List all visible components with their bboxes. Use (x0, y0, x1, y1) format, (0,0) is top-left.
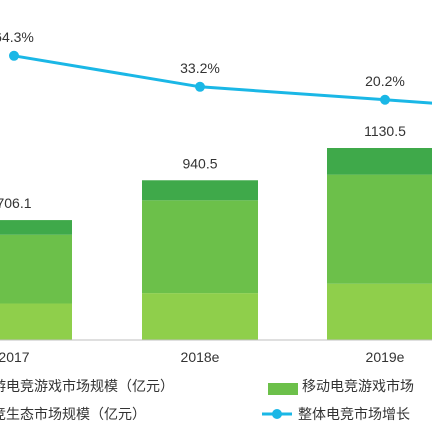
x-tick-label: 2019e (366, 349, 405, 365)
legend-label: 竞生态市场规模（亿元） (0, 406, 146, 423)
legend-marker (272, 409, 282, 419)
growth-point (195, 81, 205, 92)
bar-segment-2017-1 (0, 234, 72, 304)
legend-label: 移动电竞游戏市场 (302, 378, 414, 395)
legend-swatch (268, 383, 298, 395)
bar-segment-2017-2 (0, 220, 72, 235)
bar-total-label: 940.5 (182, 155, 217, 171)
x-tick-label: 2018e (181, 349, 220, 365)
bar-segment-2019e-0 (327, 283, 432, 340)
legend-label: 游电竞游戏市场规模（亿元） (0, 378, 174, 395)
growth-label: 64.3% (0, 29, 34, 45)
bar-segment-2019e-2 (327, 148, 432, 175)
bar-segment-2017-0 (0, 303, 72, 340)
growth-label: 33.2% (180, 60, 220, 76)
growth-point (9, 50, 19, 61)
bar-total-label: 1130.5 (364, 123, 406, 139)
legend-label: 整体电竞市场增长 (298, 406, 410, 423)
bar-segment-2018e-0 (142, 293, 258, 340)
growth-line (13, 54, 432, 105)
bar-segment-2018e-1 (142, 200, 258, 294)
bar-segment-2019e-1 (327, 174, 432, 284)
growth-point (380, 94, 390, 105)
bar-segment-2018e-2 (142, 180, 258, 201)
bar-total-label: 706.1 (0, 195, 32, 211)
x-tick-label: 2017 (0, 349, 30, 365)
growth-label: 20.2% (365, 73, 405, 89)
